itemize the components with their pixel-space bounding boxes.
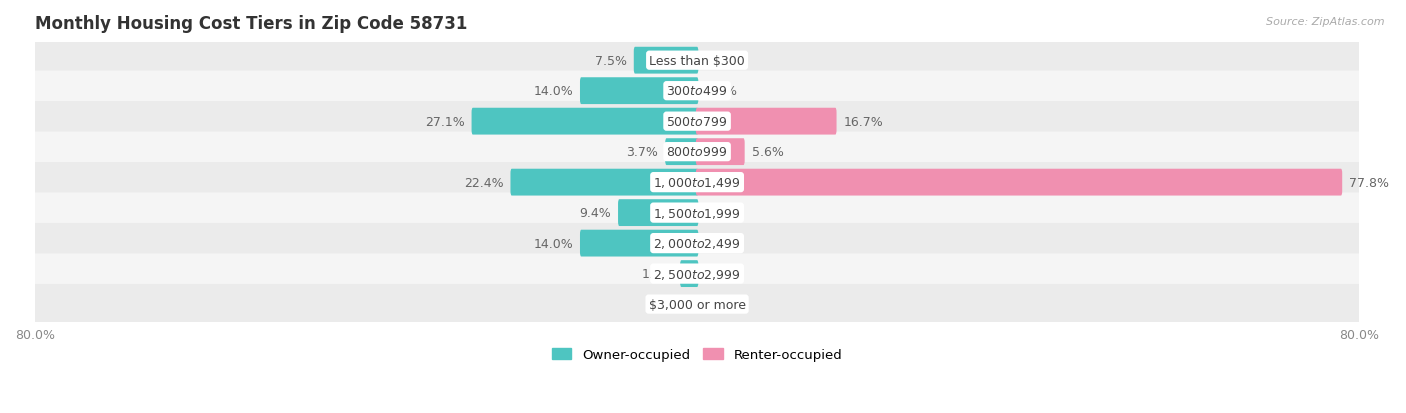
FancyBboxPatch shape bbox=[665, 139, 699, 166]
Text: 0.0%: 0.0% bbox=[706, 237, 737, 250]
FancyBboxPatch shape bbox=[32, 163, 1361, 203]
FancyBboxPatch shape bbox=[32, 284, 1361, 325]
FancyBboxPatch shape bbox=[581, 230, 699, 257]
Text: 1.9%: 1.9% bbox=[641, 268, 673, 280]
Text: 0.0%: 0.0% bbox=[706, 85, 737, 98]
Text: 16.7%: 16.7% bbox=[844, 115, 883, 128]
Text: Less than $300: Less than $300 bbox=[650, 55, 745, 67]
FancyBboxPatch shape bbox=[32, 102, 1361, 142]
Text: 0.0%: 0.0% bbox=[657, 298, 689, 311]
Text: Source: ZipAtlas.com: Source: ZipAtlas.com bbox=[1267, 17, 1385, 26]
Text: 0.0%: 0.0% bbox=[706, 206, 737, 220]
FancyBboxPatch shape bbox=[681, 261, 699, 287]
FancyBboxPatch shape bbox=[32, 223, 1361, 263]
Text: 0.0%: 0.0% bbox=[706, 298, 737, 311]
FancyBboxPatch shape bbox=[32, 71, 1361, 112]
FancyBboxPatch shape bbox=[696, 139, 745, 166]
Text: 14.0%: 14.0% bbox=[533, 237, 574, 250]
Text: 27.1%: 27.1% bbox=[425, 115, 464, 128]
Text: $1,500 to $1,999: $1,500 to $1,999 bbox=[654, 206, 741, 220]
FancyBboxPatch shape bbox=[32, 193, 1361, 233]
Text: $300 to $499: $300 to $499 bbox=[666, 85, 728, 98]
Text: 5.6%: 5.6% bbox=[752, 146, 783, 159]
Text: 0.0%: 0.0% bbox=[706, 55, 737, 67]
Text: 77.8%: 77.8% bbox=[1350, 176, 1389, 189]
FancyBboxPatch shape bbox=[696, 109, 837, 135]
Text: 7.5%: 7.5% bbox=[595, 55, 627, 67]
Text: 3.7%: 3.7% bbox=[626, 146, 658, 159]
Text: $1,000 to $1,499: $1,000 to $1,499 bbox=[654, 176, 741, 190]
Text: 9.4%: 9.4% bbox=[579, 206, 612, 220]
FancyBboxPatch shape bbox=[32, 132, 1361, 172]
Text: $800 to $999: $800 to $999 bbox=[666, 146, 728, 159]
Text: $500 to $799: $500 to $799 bbox=[666, 115, 728, 128]
Text: Monthly Housing Cost Tiers in Zip Code 58731: Monthly Housing Cost Tiers in Zip Code 5… bbox=[35, 15, 467, 33]
FancyBboxPatch shape bbox=[619, 200, 699, 226]
FancyBboxPatch shape bbox=[696, 169, 1343, 196]
Text: 14.0%: 14.0% bbox=[533, 85, 574, 98]
Text: $2,000 to $2,499: $2,000 to $2,499 bbox=[654, 237, 741, 251]
FancyBboxPatch shape bbox=[32, 254, 1361, 294]
FancyBboxPatch shape bbox=[510, 169, 699, 196]
Text: $3,000 or more: $3,000 or more bbox=[648, 298, 745, 311]
FancyBboxPatch shape bbox=[32, 41, 1361, 81]
FancyBboxPatch shape bbox=[581, 78, 699, 105]
Text: 0.0%: 0.0% bbox=[706, 268, 737, 280]
FancyBboxPatch shape bbox=[471, 109, 699, 135]
Text: 22.4%: 22.4% bbox=[464, 176, 503, 189]
FancyBboxPatch shape bbox=[634, 47, 699, 74]
Text: $2,500 to $2,999: $2,500 to $2,999 bbox=[654, 267, 741, 281]
Legend: Owner-occupied, Renter-occupied: Owner-occupied, Renter-occupied bbox=[547, 342, 848, 366]
